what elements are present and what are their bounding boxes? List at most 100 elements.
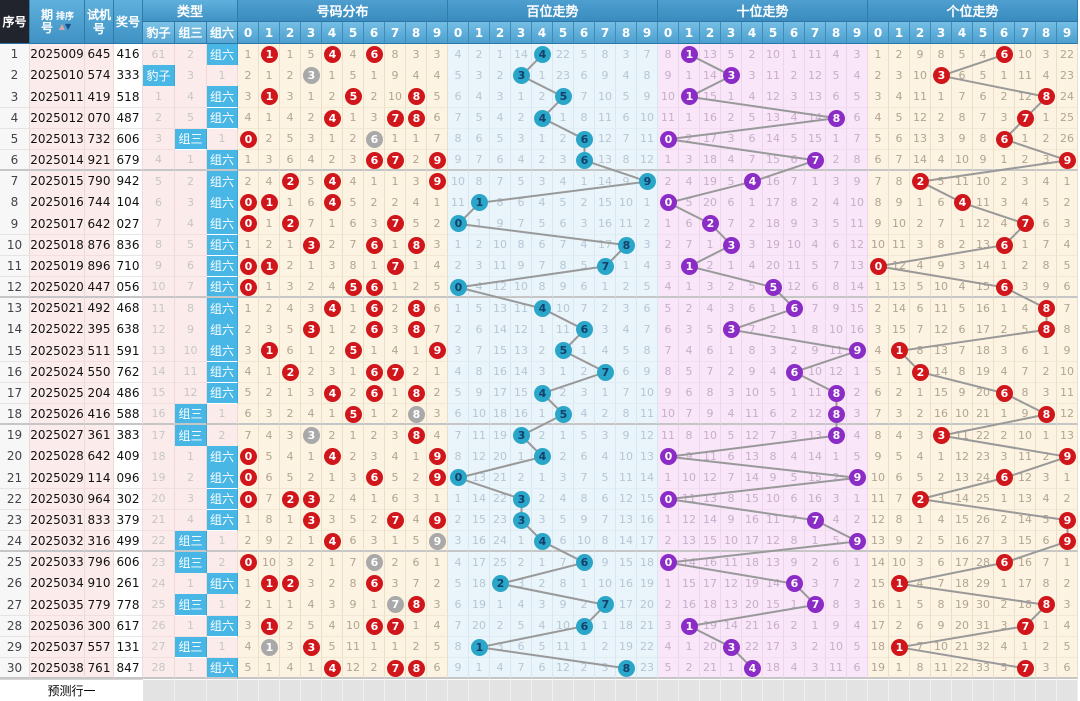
hundreds-miss-cell: 15	[511, 382, 532, 405]
type-miss-cell: 1	[143, 86, 175, 108]
dist-cell: 3	[280, 86, 301, 108]
dist-cell: 1	[259, 276, 280, 299]
prize-number-cell: 588	[114, 403, 143, 426]
units-miss-cell: 11	[931, 657, 952, 680]
dist-red-circle: 8	[408, 236, 425, 254]
units-miss-cell: 8	[910, 657, 931, 680]
type-badge: 组六	[207, 467, 238, 489]
dist-red-circle: 0	[240, 554, 257, 572]
hundreds-miss-cell: 3	[553, 467, 574, 489]
dist-cell: 3	[343, 467, 364, 489]
hundreds-miss-cell: 1	[595, 382, 616, 405]
tens-hit-circle: 1	[681, 46, 698, 64]
type-miss-cell: 24	[143, 573, 175, 595]
prize-number-cell: 096	[114, 467, 143, 489]
tens-miss-cell: 8	[784, 530, 805, 553]
dist-red-circle: 2	[282, 173, 299, 191]
digit-column-header: 1	[469, 22, 490, 44]
footer-gray-cell	[448, 679, 469, 701]
hundreds-miss-cell: 14	[595, 171, 616, 193]
sort-asc-icon[interactable]: ▲	[58, 21, 65, 31]
prize-number-cell: 486	[114, 382, 143, 405]
hundreds-miss-cell: 16	[616, 573, 637, 595]
units-miss-cell: 15	[973, 276, 994, 299]
digit-column-header: 8	[826, 22, 847, 44]
units-miss-cell: 8	[1036, 573, 1057, 595]
units-miss-cell: 13	[931, 340, 952, 362]
hundreds-miss-cell: 2	[553, 446, 574, 468]
hundreds-miss-cell: 19	[616, 636, 637, 659]
tens-miss-cell: 3	[784, 636, 805, 659]
hundreds-miss-cell: 3	[448, 530, 469, 553]
footer-gray-cell	[595, 679, 616, 701]
dist-cell: 5	[385, 467, 406, 489]
trial-number-cell: 557	[85, 636, 114, 659]
dist-cell: 2	[301, 361, 322, 384]
hundreds-miss-cell: 4	[511, 149, 532, 172]
tens-miss-cell: 16	[805, 488, 826, 511]
type-badge: 豹子	[143, 65, 175, 87]
units-miss-cell: 25	[973, 488, 994, 511]
tens-miss-cell: 16	[700, 107, 721, 130]
dist-cell: 2	[259, 382, 280, 405]
type-miss-cell: 7	[175, 276, 207, 299]
hundreds-miss-cell: 2	[532, 86, 553, 108]
units-hit-circle: 9	[1059, 511, 1076, 529]
digit-column-header: 0	[448, 22, 469, 44]
dist-cell: 3	[322, 594, 343, 616]
tens-miss-cell: 14	[700, 65, 721, 87]
dist-cell: 2	[238, 530, 259, 553]
tens-miss-cell: 2	[721, 107, 742, 130]
tens-miss-cell: 1	[721, 340, 742, 362]
units-miss-cell: 5	[1057, 636, 1078, 659]
tens-miss-cell: 7	[679, 234, 700, 257]
units-miss-cell: 33	[973, 657, 994, 680]
tens-hit-circle: 1	[681, 257, 698, 275]
units-miss-cell: 3	[1036, 657, 1057, 680]
tens-hit-circle: 8	[828, 405, 845, 423]
dist-cell: 5	[427, 636, 448, 659]
footer-gray-cell	[364, 679, 385, 701]
dist-cell: 2	[427, 213, 448, 235]
hundreds-miss-cell: 8	[511, 234, 532, 257]
units-miss-cell: 6	[910, 298, 931, 320]
units-miss-cell: 1	[994, 573, 1015, 595]
sort-control[interactable]: 排序 ▲▼	[56, 12, 74, 32]
dist-cell: 3	[280, 552, 301, 574]
dist-cell: 6	[301, 192, 322, 214]
dist-red-circle: 2	[282, 215, 299, 233]
units-miss-cell: 15	[868, 573, 889, 595]
type-miss-cell: 12	[143, 319, 175, 341]
units-miss-cell: 6	[910, 615, 931, 638]
hundreds-miss-cell: 4	[490, 657, 511, 680]
hundreds-miss-cell: 1	[448, 234, 469, 257]
tens-miss-cell: 3	[847, 594, 868, 616]
type-miss-cell: 1	[175, 615, 207, 638]
units-miss-cell: 4	[994, 213, 1015, 235]
type-badge: 组六	[207, 573, 238, 595]
dist-cell: 5	[343, 65, 364, 87]
dist-red-circle: 6	[366, 575, 383, 593]
tens-hit-circle: 5	[765, 278, 782, 296]
type-badge: 组六	[207, 361, 238, 384]
dist-cell: 1	[406, 255, 427, 278]
tens-miss-cell: 11	[763, 509, 784, 532]
sort-desc-icon[interactable]: ▼	[64, 21, 72, 31]
units-miss-cell: 14	[910, 149, 931, 172]
type-miss-cell: 14	[143, 361, 175, 384]
hundreds-miss-cell: 4	[469, 86, 490, 108]
dist-cell: 2	[280, 530, 301, 553]
units-miss-cell: 10	[1057, 361, 1078, 384]
hundreds-miss-cell: 2	[469, 234, 490, 257]
dist-red-circle: 6	[366, 321, 383, 339]
hundreds-miss-cell: 10	[637, 382, 658, 405]
units-miss-cell: 18	[952, 573, 973, 595]
seq-cell: 2	[0, 65, 30, 87]
hundreds-miss-cell: 5	[448, 382, 469, 405]
type-miss-cell: 8	[143, 234, 175, 257]
tens-miss-cell: 5	[826, 213, 847, 235]
dist-red-circle: 9	[429, 342, 446, 360]
footer-gray-cell	[868, 679, 889, 701]
tens-miss-cell: 6	[826, 234, 847, 257]
tens-miss-cell: 1	[721, 657, 742, 680]
